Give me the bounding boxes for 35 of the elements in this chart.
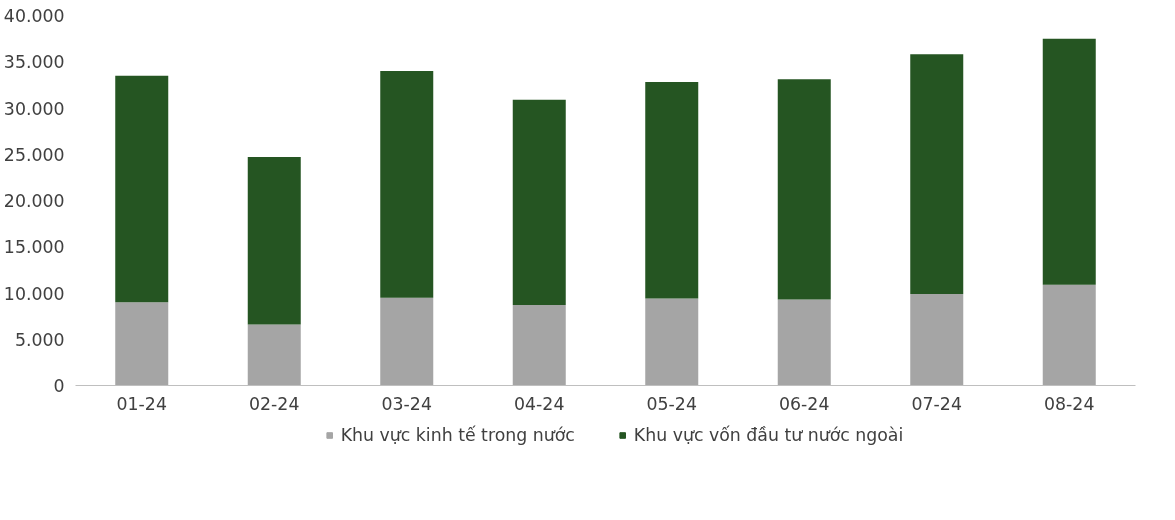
bar — [247, 157, 301, 325]
x-tick-label: 07-24 — [911, 393, 962, 414]
x-tick-label: 01-24 — [116, 393, 167, 414]
bar — [512, 305, 566, 386]
y-tick-label: 0 — [53, 376, 65, 396]
y-tick-label: 15.000 — [3, 237, 65, 258]
bar — [910, 54, 964, 294]
bar — [777, 299, 831, 386]
x-tick-label: 04-24 — [514, 393, 565, 414]
y-tick-label: 5.000 — [14, 329, 65, 350]
x-tick-label: 06-24 — [779, 393, 830, 414]
bar — [1042, 38, 1096, 285]
bar — [115, 302, 169, 386]
bar — [380, 297, 434, 386]
bar — [645, 82, 699, 299]
legend-label: Khu vực vốn đầu tư nước ngoài — [633, 424, 904, 445]
bar — [1042, 284, 1096, 386]
y-tick-label: 25.000 — [3, 144, 65, 165]
y-tick-label: 35.000 — [3, 52, 65, 73]
x-tick-label: 02-24 — [249, 393, 300, 414]
bar — [645, 298, 699, 386]
legend-label: Khu vực kinh tế trong nước — [340, 424, 575, 445]
x-tick-label: 08-24 — [1044, 393, 1095, 414]
y-tick-label: 20.000 — [3, 191, 65, 211]
bar — [380, 71, 434, 298]
y-tick-label: 10.000 — [3, 283, 65, 304]
bar — [512, 99, 566, 306]
y-tick-label: 30.000 — [3, 98, 65, 119]
bar — [777, 79, 831, 300]
bar — [910, 293, 964, 386]
x-tick-label: 05-24 — [646, 393, 697, 414]
bar — [247, 324, 301, 386]
y-tick-label: 40.000 — [3, 6, 65, 26]
bar — [115, 75, 169, 303]
x-tick-label: 03-24 — [381, 393, 432, 414]
